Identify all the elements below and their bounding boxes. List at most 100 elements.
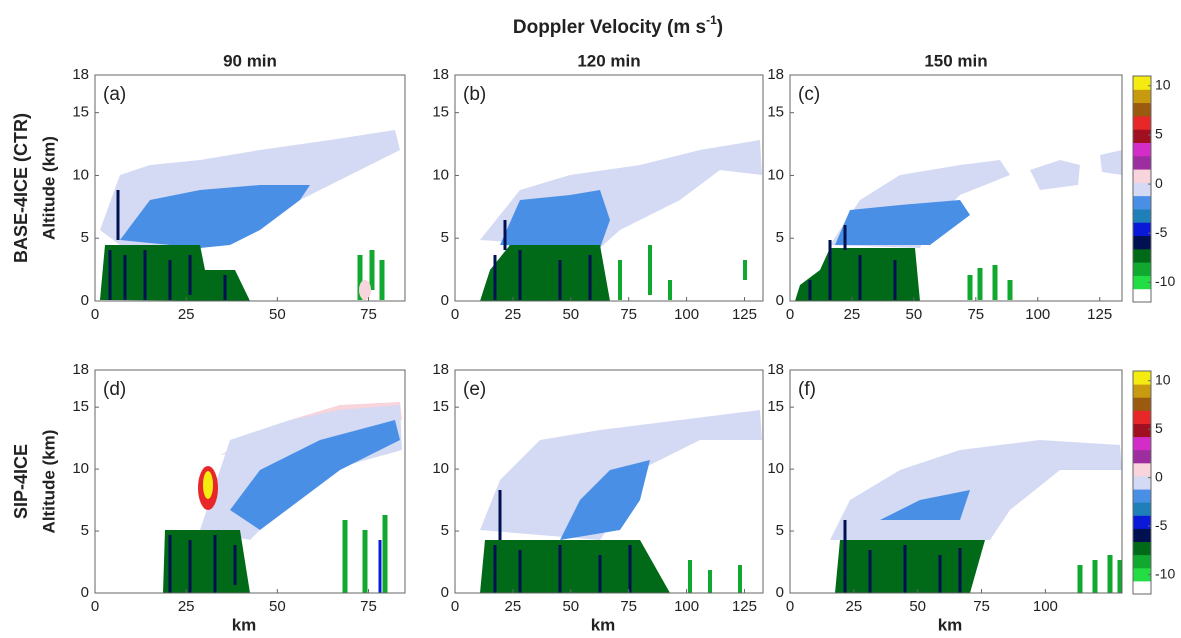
colorbar-bin	[1133, 554, 1151, 569]
panel-label: (e)	[463, 379, 486, 400]
panel-frame	[789, 74, 1123, 302]
colorbar-tick-label: 10	[1155, 371, 1171, 387]
field-c	[795, 150, 1122, 301]
colorbar-bin	[1133, 102, 1151, 117]
panel-frame	[789, 369, 1123, 594]
y-tick-label: 10	[72, 166, 89, 183]
colorbar-bin	[1133, 567, 1151, 582]
colorbar-bin	[1133, 275, 1151, 290]
colorbar-tick-label: 0	[1155, 468, 1163, 484]
x-tick-label: 100	[1033, 598, 1058, 615]
colorbar-tick-label: 5	[1155, 420, 1163, 436]
x-axis-label: km	[591, 615, 616, 634]
colorbar-tick-label: -10	[1155, 565, 1175, 581]
y-tick-label: 5	[81, 522, 89, 539]
x-tick-label: 100	[674, 598, 699, 615]
panel-frame	[454, 74, 764, 302]
y-tick-label: 0	[441, 584, 449, 601]
x-tick-label: 75	[973, 598, 990, 615]
colorbar-bin	[1133, 384, 1151, 398]
colorbar-bin	[1133, 89, 1151, 104]
figure-title: Doppler Velocity (m s-1)	[513, 13, 723, 38]
x-tick-label: 0	[91, 306, 99, 323]
x-tick-label: 75	[967, 306, 984, 323]
colorbar-tick-label: 0	[1155, 175, 1163, 191]
x-tick-label: 50	[269, 598, 286, 615]
colorbar-bin	[1133, 248, 1151, 263]
y-tick-label: 0	[81, 584, 89, 601]
y-tick-label: 10	[432, 166, 449, 183]
y-tick-label: 0	[776, 584, 784, 601]
colorbar-bin	[1133, 371, 1151, 385]
y-tick-label: 0	[776, 292, 784, 309]
colorbar-bin	[1133, 528, 1151, 543]
x-tick-label: 50	[906, 306, 923, 323]
panel-label: (a)	[103, 84, 126, 105]
field-b	[480, 140, 762, 301]
x-tick-label: 100	[1025, 306, 1050, 323]
y-tick-label: 18	[767, 361, 784, 378]
y-tick-label: 18	[432, 361, 449, 378]
y-tick-label: 10	[432, 460, 449, 477]
x-tick-label: 125	[732, 598, 757, 615]
x-tick-label: 100	[674, 306, 699, 323]
row-label: BASE-4ICE (CTR)	[11, 113, 31, 263]
y-tick-label: 5	[776, 229, 784, 246]
x-tick-label: 0	[451, 306, 459, 323]
y-tick-label: 15	[432, 104, 449, 121]
y-tick-label: 10	[767, 166, 784, 183]
colorbar-bin	[1133, 76, 1151, 90]
x-tick-label: 75	[360, 306, 377, 323]
x-axis-label: km	[232, 615, 257, 634]
y-tick-label: 15	[72, 398, 89, 415]
x-tick-label: 0	[451, 598, 459, 615]
panel-frame	[454, 369, 764, 594]
colorbar-tick-label: 10	[1155, 77, 1171, 93]
title-text: Doppler Velocity (m s	[513, 17, 706, 38]
field-d	[163, 402, 402, 593]
colorbar-bin	[1133, 580, 1151, 595]
x-tick-label: 0	[786, 598, 794, 615]
title-tail: )	[717, 17, 723, 38]
x-tick-label: 0	[91, 598, 99, 615]
x-tick-label: 125	[1087, 306, 1112, 323]
colorbar-tick-label: -5	[1155, 224, 1168, 240]
x-tick-label: 75	[620, 306, 637, 323]
panel-label: (c)	[798, 84, 820, 105]
colorbar-bin	[1133, 129, 1151, 143]
colorbar-bin	[1133, 489, 1151, 503]
y-axis-label: Altitude (km)	[39, 136, 58, 240]
y-tick-label: 5	[441, 229, 449, 246]
y-tick-label: 18	[72, 361, 89, 378]
y-tick-label: 15	[767, 104, 784, 121]
x-axis-label: km	[938, 615, 963, 634]
colorbar-bin	[1133, 515, 1151, 529]
x-tick-label: 25	[505, 306, 522, 323]
x-tick-label: 50	[909, 598, 926, 615]
colorbar-bin	[1133, 436, 1151, 451]
colorbar-tick-label: -10	[1155, 273, 1175, 289]
colorbar-bin	[1133, 423, 1151, 438]
colorbar-bin	[1133, 195, 1151, 210]
colorbar-frame	[1132, 75, 1152, 303]
colorbar-tick-label: -5	[1155, 517, 1168, 533]
colorbar-bin	[1133, 462, 1151, 477]
title-superscript: -1	[706, 13, 717, 27]
colorbar-bin	[1133, 169, 1151, 183]
colorbar-bin	[1133, 397, 1151, 411]
colorbar-bin	[1133, 410, 1151, 424]
panel-label: (d)	[103, 379, 126, 400]
y-tick-label: 0	[441, 292, 449, 309]
colorbar-bin	[1133, 155, 1151, 170]
y-tick-label: 18	[432, 66, 449, 83]
column-title: 150 min	[924, 51, 987, 70]
x-tick-label: 50	[269, 306, 286, 323]
x-tick-label: 25	[178, 598, 195, 615]
x-tick-label: 75	[360, 598, 377, 615]
field-f	[830, 440, 1123, 593]
colorbar-bin	[1133, 449, 1151, 464]
colorbar-bin	[1133, 288, 1151, 303]
y-tick-label: 5	[81, 229, 89, 246]
colorbar-bin	[1133, 502, 1151, 516]
panel-label: (f)	[798, 379, 816, 400]
